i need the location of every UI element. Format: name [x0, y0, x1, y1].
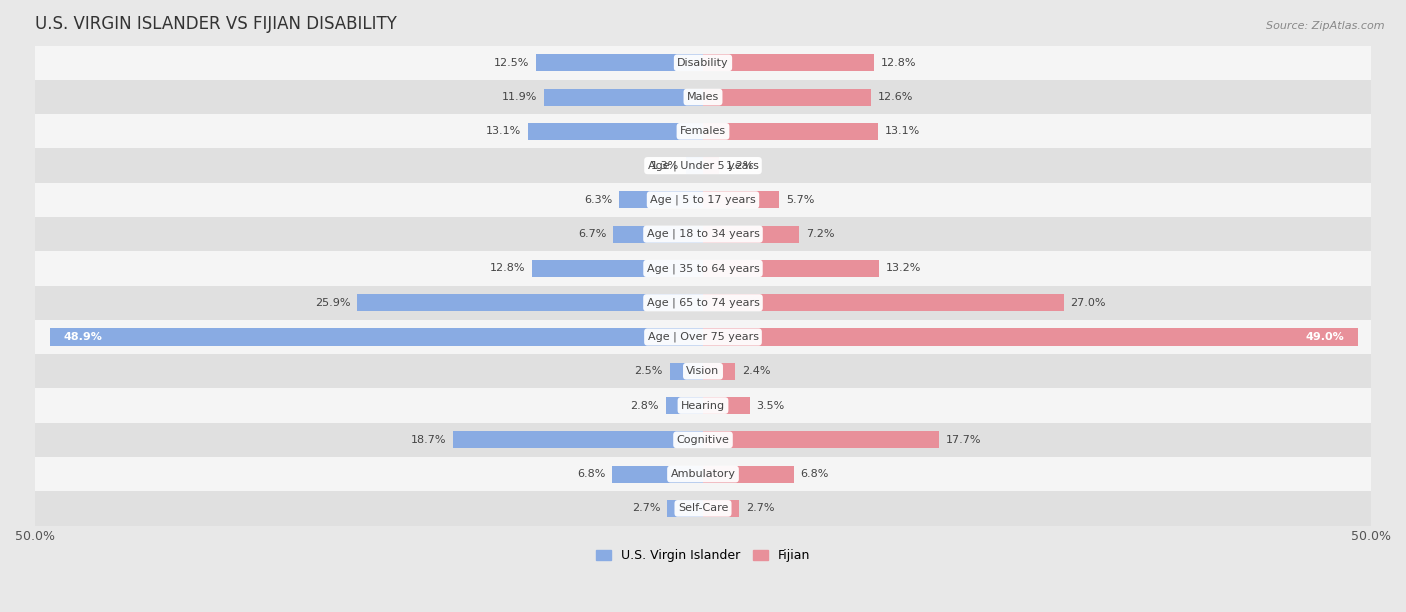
- Bar: [619, 192, 703, 209]
- Text: 2.7%: 2.7%: [745, 504, 775, 513]
- Text: 18.7%: 18.7%: [411, 435, 447, 445]
- Text: Cognitive: Cognitive: [676, 435, 730, 445]
- Text: 7.2%: 7.2%: [806, 229, 834, 239]
- Text: Age | 65 to 74 years: Age | 65 to 74 years: [647, 297, 759, 308]
- Text: U.S. VIRGIN ISLANDER VS FIJIAN DISABILITY: U.S. VIRGIN ISLANDER VS FIJIAN DISABILIT…: [35, 15, 396, 33]
- Text: 2.7%: 2.7%: [631, 504, 661, 513]
- Text: 1.3%: 1.3%: [651, 160, 679, 171]
- Text: Age | 18 to 34 years: Age | 18 to 34 years: [647, 229, 759, 239]
- Text: 1.2%: 1.2%: [725, 160, 754, 171]
- Bar: [357, 294, 703, 312]
- Bar: [35, 389, 1371, 423]
- Text: 27.0%: 27.0%: [1070, 297, 1107, 308]
- Bar: [669, 363, 703, 380]
- Text: Self-Care: Self-Care: [678, 504, 728, 513]
- Bar: [703, 157, 718, 174]
- Text: 13.2%: 13.2%: [886, 263, 921, 274]
- Bar: [703, 123, 877, 140]
- Text: Vision: Vision: [686, 367, 720, 376]
- Text: 12.6%: 12.6%: [877, 92, 914, 102]
- Text: Source: ZipAtlas.com: Source: ZipAtlas.com: [1267, 21, 1385, 31]
- Bar: [536, 54, 703, 72]
- Bar: [49, 329, 703, 346]
- Bar: [35, 46, 1371, 80]
- Bar: [35, 491, 1371, 526]
- Bar: [35, 320, 1371, 354]
- Text: Males: Males: [688, 92, 718, 102]
- Bar: [703, 363, 735, 380]
- Text: 2.5%: 2.5%: [634, 367, 662, 376]
- Bar: [703, 397, 749, 414]
- Bar: [35, 423, 1371, 457]
- Bar: [703, 466, 794, 483]
- Text: 6.8%: 6.8%: [576, 469, 606, 479]
- Bar: [35, 457, 1371, 491]
- Bar: [703, 192, 779, 209]
- Text: 13.1%: 13.1%: [486, 126, 522, 136]
- Bar: [613, 226, 703, 243]
- Text: 5.7%: 5.7%: [786, 195, 814, 205]
- Text: 6.7%: 6.7%: [578, 229, 607, 239]
- Bar: [703, 226, 799, 243]
- Bar: [35, 114, 1371, 149]
- Text: 12.8%: 12.8%: [880, 58, 917, 68]
- Text: Hearing: Hearing: [681, 401, 725, 411]
- Text: 11.9%: 11.9%: [502, 92, 537, 102]
- Text: 3.5%: 3.5%: [756, 401, 785, 411]
- Bar: [666, 500, 703, 517]
- Bar: [531, 260, 703, 277]
- Bar: [703, 500, 740, 517]
- Bar: [35, 354, 1371, 389]
- Text: 13.1%: 13.1%: [884, 126, 920, 136]
- Text: 6.3%: 6.3%: [583, 195, 612, 205]
- Legend: U.S. Virgin Islander, Fijian: U.S. Virgin Islander, Fijian: [591, 544, 815, 567]
- Text: Age | Under 5 years: Age | Under 5 years: [648, 160, 758, 171]
- Bar: [703, 260, 879, 277]
- Text: 17.7%: 17.7%: [946, 435, 981, 445]
- Bar: [703, 431, 939, 449]
- Text: Age | 5 to 17 years: Age | 5 to 17 years: [650, 195, 756, 205]
- Bar: [35, 217, 1371, 252]
- Bar: [703, 294, 1064, 312]
- Text: Age | 35 to 64 years: Age | 35 to 64 years: [647, 263, 759, 274]
- Bar: [703, 329, 1358, 346]
- Text: 12.8%: 12.8%: [489, 263, 526, 274]
- Bar: [686, 157, 703, 174]
- Bar: [35, 149, 1371, 183]
- Bar: [612, 466, 703, 483]
- Text: Females: Females: [681, 126, 725, 136]
- Text: Disability: Disability: [678, 58, 728, 68]
- Text: 12.5%: 12.5%: [494, 58, 529, 68]
- Bar: [665, 397, 703, 414]
- Bar: [529, 123, 703, 140]
- Bar: [703, 89, 872, 106]
- Text: 6.8%: 6.8%: [800, 469, 830, 479]
- Bar: [35, 252, 1371, 286]
- Bar: [703, 54, 875, 72]
- Text: 48.9%: 48.9%: [63, 332, 101, 342]
- Bar: [35, 80, 1371, 114]
- Text: Age | Over 75 years: Age | Over 75 years: [648, 332, 758, 342]
- Bar: [35, 183, 1371, 217]
- Bar: [453, 431, 703, 449]
- Text: 2.8%: 2.8%: [630, 401, 659, 411]
- Text: 25.9%: 25.9%: [315, 297, 350, 308]
- Bar: [35, 286, 1371, 320]
- Bar: [544, 89, 703, 106]
- Text: 49.0%: 49.0%: [1306, 332, 1344, 342]
- Text: Ambulatory: Ambulatory: [671, 469, 735, 479]
- Text: 2.4%: 2.4%: [742, 367, 770, 376]
